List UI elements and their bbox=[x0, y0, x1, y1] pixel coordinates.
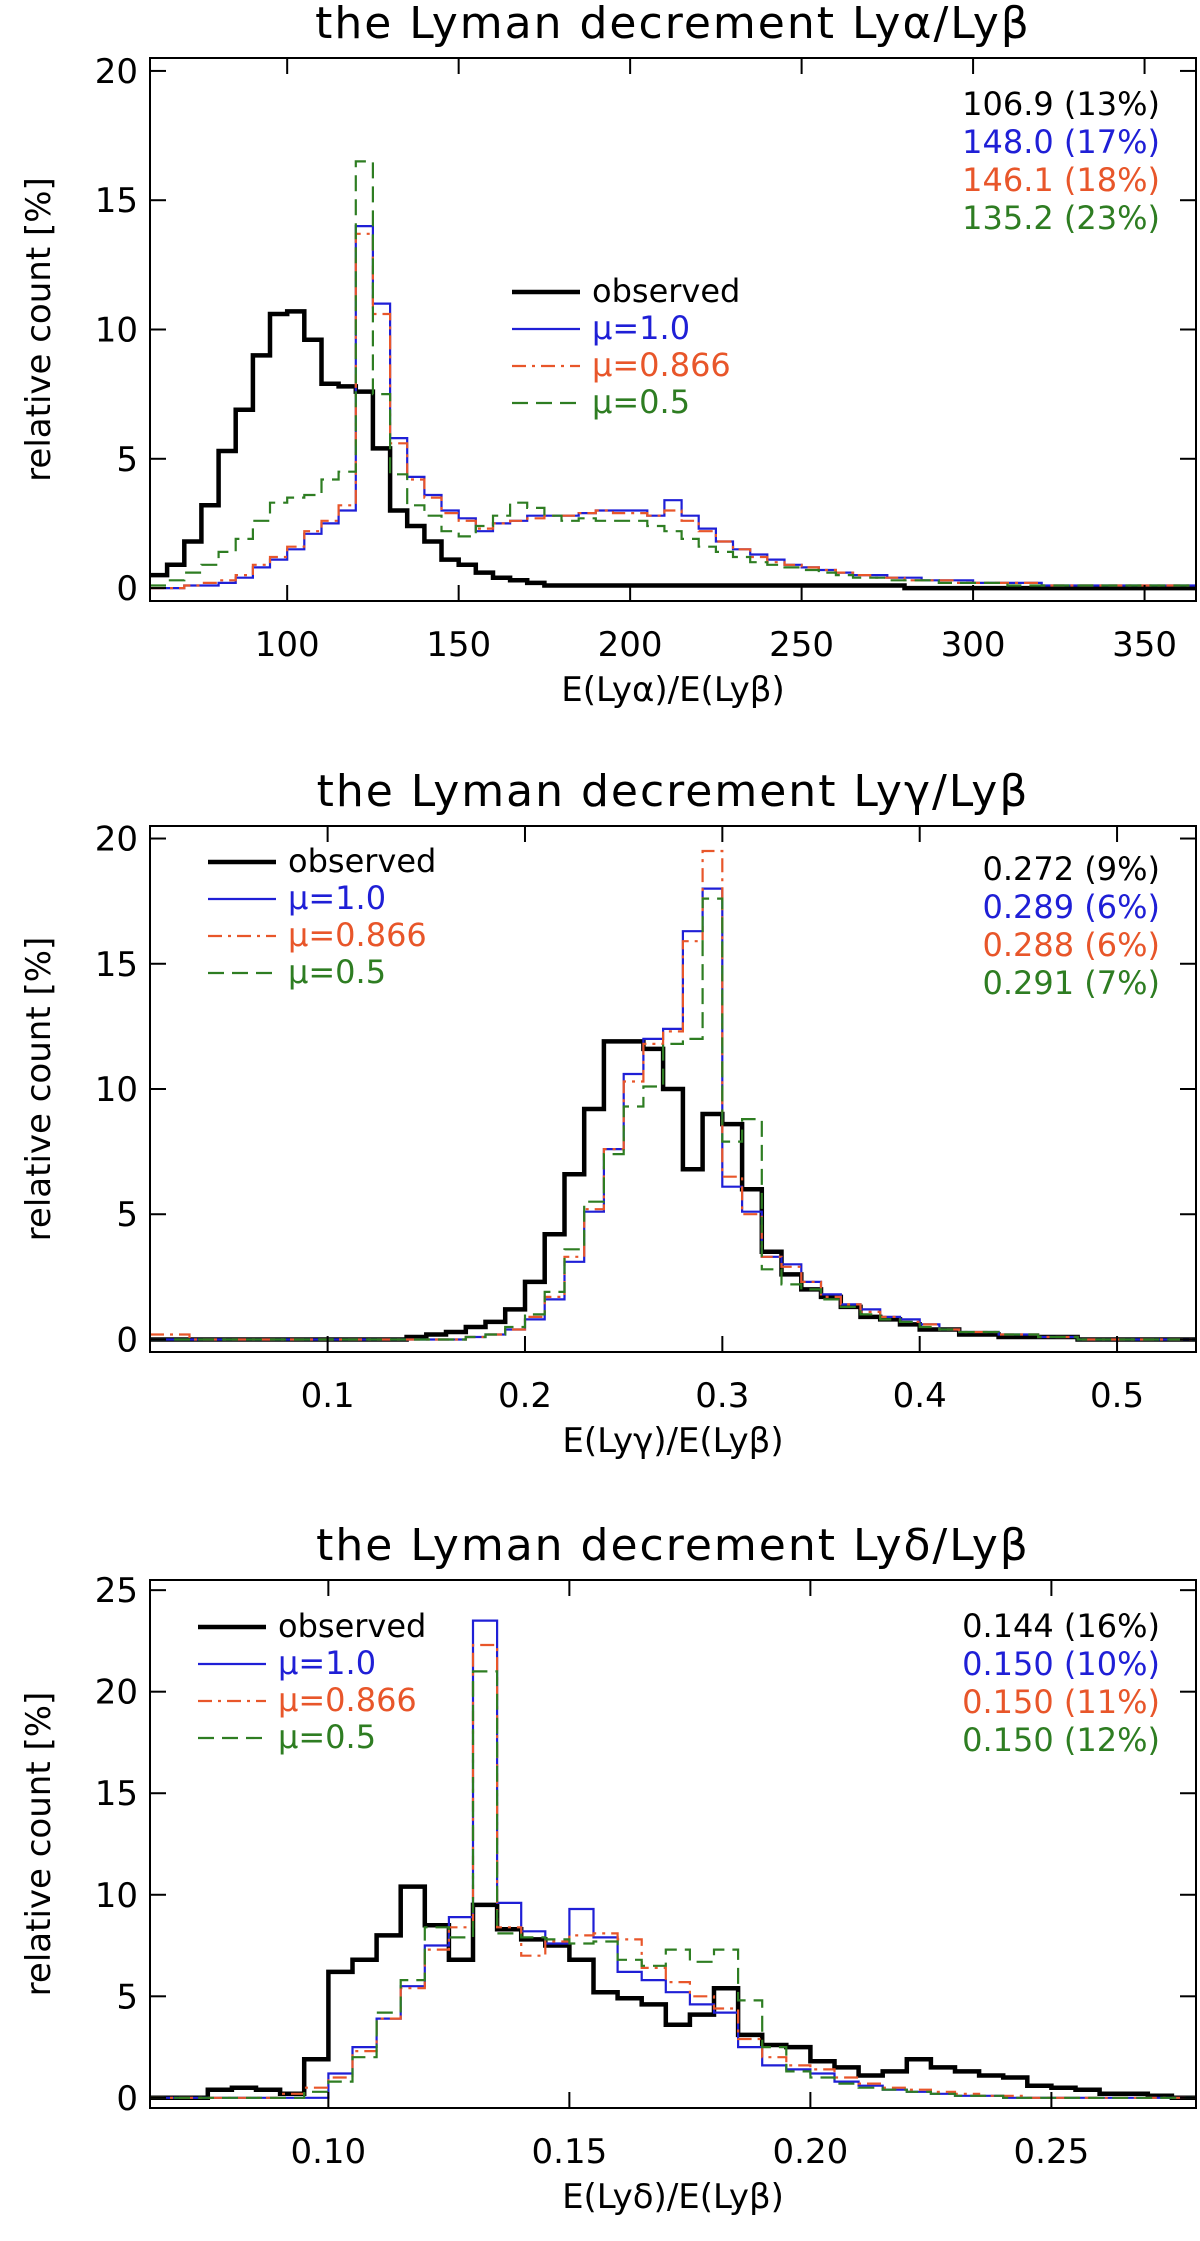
chart-title: the Lyman decrement Lyα/Lyβ bbox=[315, 0, 1031, 49]
x-tick-label: 0.2 bbox=[498, 1376, 552, 1416]
series-line-mu-0-5 bbox=[150, 897, 1196, 1341]
y-tick-label: 0 bbox=[116, 2079, 138, 2119]
legend-label-observed: observed bbox=[288, 842, 436, 880]
legend-label-observed: observed bbox=[278, 1607, 426, 1645]
x-tick-label: 300 bbox=[941, 625, 1006, 665]
y-axis-label: relative count [%] bbox=[19, 1692, 59, 1997]
y-tick-label: 10 bbox=[95, 311, 138, 351]
stat-mu-0-5: 0.150 (12%) bbox=[962, 1721, 1160, 1759]
series-line-mu-0-5 bbox=[150, 1670, 1196, 2099]
legend-label-mu-1-0: μ=1.0 bbox=[592, 309, 690, 347]
x-tick-label: 0.10 bbox=[290, 2132, 366, 2172]
x-tick-label: 0.15 bbox=[532, 2132, 608, 2172]
chart-title: the Lyman decrement Lyγ/Lyβ bbox=[317, 766, 1030, 817]
chart-panel-3: the Lyman decrement Lyδ/Lyβ 0.10 0.15 0.20 0… bbox=[19, 1520, 1197, 2217]
series-line-observed bbox=[150, 309, 1196, 591]
x-tick-label: 200 bbox=[598, 625, 663, 665]
plot-frame bbox=[149, 1579, 1197, 2109]
series-line-observed bbox=[150, 1039, 1196, 1342]
legend-label-mu-0-5: μ=0.5 bbox=[288, 953, 386, 991]
stat-observed: 106.9 (13%) bbox=[962, 85, 1160, 123]
y-tick-label: 20 bbox=[95, 1673, 138, 1713]
stat-mu-0-5: 0.291 (7%) bbox=[982, 964, 1160, 1002]
y-tick-label: 0 bbox=[116, 569, 138, 609]
y-axis-label: relative count [%] bbox=[19, 937, 59, 1242]
x-tick-label: 0.1 bbox=[301, 1376, 355, 1416]
x-tick-label: 250 bbox=[769, 625, 834, 665]
legend-label-mu-0-5: μ=0.5 bbox=[278, 1718, 376, 1756]
x-axis-label: E(Lyα)/E(Lyβ) bbox=[561, 670, 784, 710]
legend-label-mu-0-866: μ=0.866 bbox=[592, 346, 731, 384]
x-tick-label: 350 bbox=[1112, 625, 1177, 665]
stat-mu-0-5: 135.2 (23%) bbox=[962, 199, 1160, 237]
legend-label-mu-0-866: μ=0.866 bbox=[288, 916, 427, 954]
y-tick-label: 10 bbox=[95, 1070, 138, 1110]
y-tick-label: 20 bbox=[95, 820, 138, 860]
series-line-mu-0-866 bbox=[150, 1643, 1196, 2099]
legend-label-mu-1-0: μ=1.0 bbox=[288, 879, 386, 917]
series-line-mu-0-5 bbox=[150, 160, 1196, 587]
x-tick-label: 0.4 bbox=[893, 1376, 947, 1416]
legend-label-observed: observed bbox=[592, 272, 740, 310]
stat-observed: 0.272 (9%) bbox=[982, 850, 1160, 888]
y-tick-label: 5 bbox=[116, 440, 138, 480]
x-axis-label: E(Lyδ)/E(Lyβ) bbox=[562, 2177, 784, 2217]
y-tick-label: 15 bbox=[95, 1774, 138, 1814]
series-line-observed bbox=[150, 1884, 1196, 2101]
x-tick-label: 150 bbox=[426, 625, 491, 665]
x-tick-label: 0.3 bbox=[695, 1376, 749, 1416]
y-tick-label: 25 bbox=[95, 1571, 138, 1611]
x-tick-label: 0.25 bbox=[1014, 2132, 1090, 2172]
legend-label-mu-1-0: μ=1.0 bbox=[278, 1644, 376, 1682]
y-tick-label: 0 bbox=[116, 1320, 138, 1360]
x-tick-label: 0.20 bbox=[773, 2132, 849, 2172]
stat-mu-0-866: 0.150 (11%) bbox=[962, 1683, 1160, 1721]
stat-mu-1-0: 0.289 (6%) bbox=[982, 888, 1160, 926]
y-tick-label: 5 bbox=[116, 1977, 138, 2017]
y-tick-label: 15 bbox=[95, 945, 138, 985]
x-tick-label: 100 bbox=[255, 625, 320, 665]
y-tick-label: 10 bbox=[95, 1876, 138, 1916]
y-tick-label: 15 bbox=[95, 181, 138, 221]
y-tick-label: 20 bbox=[95, 52, 138, 92]
y-axis-label: relative count [%] bbox=[19, 177, 59, 482]
stat-mu-1-0: 148.0 (17%) bbox=[962, 123, 1160, 161]
stat-mu-1-0: 0.150 (10%) bbox=[962, 1645, 1160, 1683]
stat-mu-0-866: 0.288 (6%) bbox=[982, 926, 1160, 964]
x-axis-label: E(Lyγ)/E(Lyβ) bbox=[562, 1421, 783, 1461]
x-tick-label: 0.5 bbox=[1090, 1376, 1144, 1416]
y-tick-label: 5 bbox=[116, 1195, 138, 1235]
legend-label-mu-0-866: μ=0.866 bbox=[278, 1681, 417, 1719]
stat-mu-0-866: 146.1 (18%) bbox=[962, 161, 1160, 199]
chart-title: the Lyman decrement Lyδ/Lyβ bbox=[316, 1520, 1030, 1571]
legend-label-mu-0-5: μ=0.5 bbox=[592, 383, 690, 421]
chart-panel-2: the Lyman decrement Lyγ/Lyβ 0.1 0.2 0.3 0.4 0… bbox=[19, 766, 1197, 1461]
stat-observed: 0.144 (16%) bbox=[962, 1607, 1160, 1645]
